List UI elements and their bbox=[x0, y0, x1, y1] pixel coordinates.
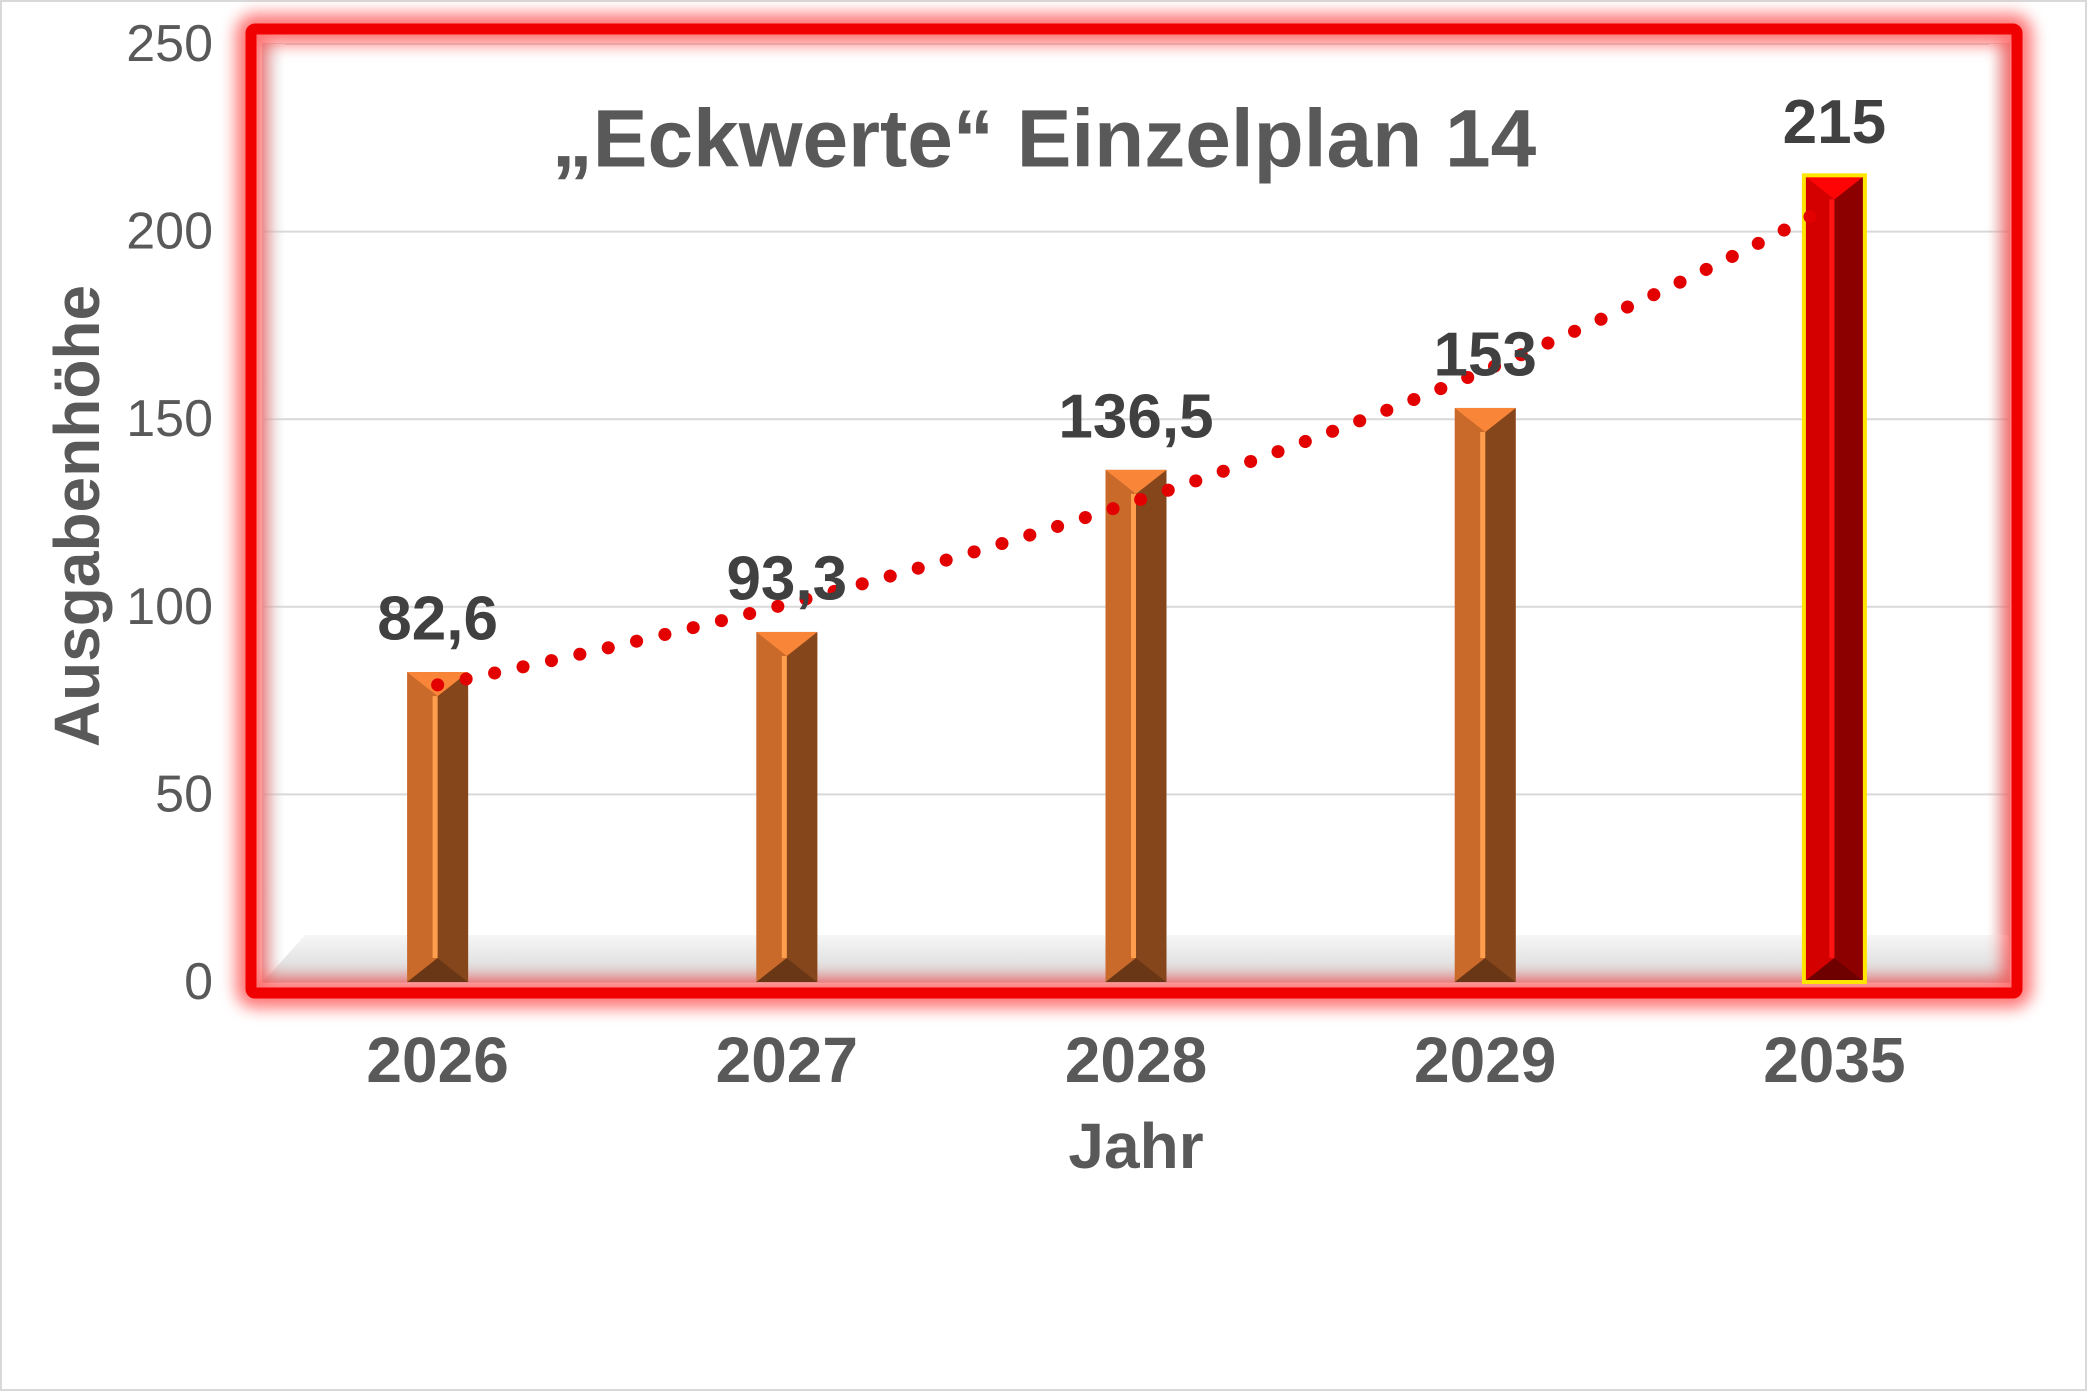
x-tick-label: 2028 bbox=[1065, 1024, 1207, 1096]
bar-outline bbox=[1801, 173, 1867, 984]
bar-2028 bbox=[1105, 469, 1167, 982]
y-tick-label: 200 bbox=[126, 203, 213, 261]
frame-line bbox=[245, 23, 2023, 999]
bar-bottom bbox=[756, 958, 818, 982]
data-label-2029: 153 bbox=[1433, 320, 1536, 389]
y-tick-label: 100 bbox=[126, 578, 213, 636]
bars bbox=[407, 173, 1867, 984]
y-axis-ticks: 0 50 100 150 200 250 bbox=[126, 15, 213, 1011]
bar-top bbox=[1105, 469, 1167, 494]
x-tick-label: 2029 bbox=[1414, 1024, 1556, 1096]
bar-side bbox=[437, 672, 469, 982]
plot-panel-left-shade bbox=[263, 44, 285, 982]
bar-highlight bbox=[781, 655, 787, 958]
x-axis-ticks: 2026 2027 2028 2029 2035 bbox=[366, 1024, 1905, 1096]
data-label-2035: 215 bbox=[1783, 88, 1886, 157]
bar-2027 bbox=[756, 631, 818, 982]
bar-2029 bbox=[1454, 407, 1516, 983]
y-axis-title: Ausgabenhöhe bbox=[41, 285, 113, 747]
data-labels: 82,6 93,3 136,5 153 215 bbox=[377, 88, 1886, 654]
bar-bottom bbox=[1803, 958, 1865, 982]
chart-title: „Eckwerte“ Einzelplan 14 bbox=[552, 94, 1537, 185]
data-label-2028: 136,5 bbox=[1058, 382, 1213, 451]
bar-highlight bbox=[1829, 199, 1835, 958]
bar-side bbox=[786, 631, 818, 982]
highlight-frame bbox=[236, 14, 2032, 1008]
bar-highlight bbox=[432, 696, 438, 958]
bar-top bbox=[756, 631, 818, 656]
y-tick-label: 50 bbox=[155, 765, 213, 823]
bar-side bbox=[1485, 407, 1516, 983]
y-tick-label: 250 bbox=[126, 15, 213, 73]
trendline bbox=[431, 197, 1841, 692]
bar-bottom bbox=[1105, 958, 1167, 982]
bar-side bbox=[1136, 469, 1167, 982]
x-tick-label: 2027 bbox=[716, 1024, 858, 1096]
y-tick-label: 0 bbox=[184, 953, 213, 1011]
bar-bottom bbox=[1454, 958, 1516, 982]
bar-top bbox=[1454, 407, 1516, 432]
bar-2035 bbox=[1801, 173, 1867, 984]
bar-2026 bbox=[407, 672, 469, 982]
y-tick-label: 150 bbox=[126, 390, 213, 448]
x-axis-title: Jahr bbox=[1068, 1110, 1203, 1182]
x-tick-label: 2026 bbox=[366, 1024, 508, 1096]
x-tick-label: 2035 bbox=[1763, 1024, 1905, 1096]
trendline-layer bbox=[431, 197, 1841, 692]
bar-highlight bbox=[1131, 493, 1136, 958]
bar-bottom bbox=[407, 958, 469, 982]
bar-top bbox=[1803, 175, 1865, 200]
data-label-2027: 93,3 bbox=[726, 544, 847, 613]
bar-side bbox=[1834, 175, 1865, 982]
data-label-2026: 82,6 bbox=[377, 585, 498, 654]
bar-highlight bbox=[1480, 431, 1486, 959]
